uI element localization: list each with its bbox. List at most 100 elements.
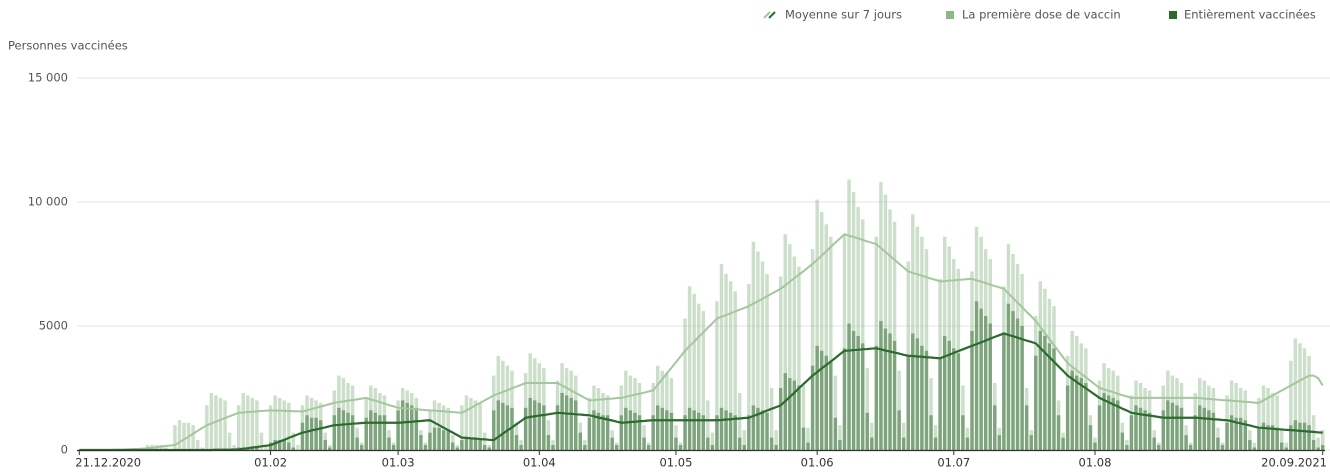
bar [478, 440, 482, 450]
bar [296, 445, 300, 450]
bar [473, 400, 478, 450]
bar [1170, 402, 1175, 450]
bar [865, 368, 869, 450]
bar [1307, 355, 1311, 450]
bar [551, 445, 555, 450]
bar [446, 430, 450, 450]
bar [355, 437, 359, 450]
bar [528, 397, 532, 450]
bar [833, 375, 838, 450]
bar [974, 301, 979, 450]
bar [819, 350, 824, 450]
bar [901, 437, 906, 450]
bar [838, 425, 842, 450]
bar [687, 286, 692, 450]
x-tick-label: 01.05 [659, 456, 692, 470]
bar [765, 273, 769, 450]
legend-label: Moyenne sur 7 jours [785, 8, 902, 22]
plot-area [77, 77, 1330, 452]
bar [318, 420, 323, 450]
bar [291, 447, 296, 450]
bar [1147, 412, 1152, 450]
bar [1279, 430, 1284, 450]
bar [1179, 407, 1184, 450]
bar [728, 281, 733, 450]
bar [464, 437, 469, 450]
bar [683, 415, 687, 450]
bar [860, 219, 865, 450]
bar [879, 182, 883, 450]
bar [1252, 447, 1257, 450]
bar [469, 397, 473, 450]
bar [1243, 420, 1248, 450]
bar [1152, 437, 1156, 450]
legend-label: Entièrement vaccinées [1184, 8, 1316, 22]
bar [742, 445, 747, 450]
bar [250, 447, 255, 450]
bar [879, 321, 883, 450]
bar [719, 264, 724, 450]
bar [888, 209, 892, 450]
bar [273, 395, 277, 450]
bar [1320, 445, 1325, 450]
legend-avg-icon [763, 11, 776, 19]
bar [492, 410, 496, 450]
bar [177, 420, 182, 450]
bar [478, 402, 482, 450]
bar [441, 430, 446, 450]
bar [569, 397, 573, 450]
bar [236, 405, 241, 450]
bar [801, 385, 806, 450]
bar [1079, 378, 1084, 450]
bar [819, 211, 824, 450]
bar [1006, 303, 1011, 450]
bar [405, 402, 409, 450]
bar [678, 445, 683, 450]
bar [164, 447, 168, 450]
bar [451, 442, 455, 450]
bar [378, 415, 382, 450]
bar [373, 412, 378, 450]
bar [514, 435, 519, 450]
bar [1293, 420, 1298, 450]
bar [396, 410, 400, 450]
bar [195, 440, 200, 450]
bar [369, 410, 373, 450]
bar [792, 380, 797, 450]
bar [883, 328, 888, 450]
bar [760, 410, 765, 450]
bar [464, 395, 469, 450]
bar [847, 323, 851, 450]
bar [628, 410, 633, 450]
bar [778, 276, 783, 450]
bar [1011, 311, 1015, 450]
bar [583, 445, 587, 450]
bar [287, 402, 291, 450]
bar [1261, 385, 1266, 450]
bar [929, 415, 933, 450]
bar [1157, 445, 1161, 450]
bar [851, 330, 856, 450]
bar [665, 410, 669, 450]
bar [783, 234, 787, 450]
bar [592, 410, 596, 450]
bar [537, 402, 542, 450]
average-line [79, 233, 1324, 451]
bar [323, 440, 327, 450]
bar [701, 415, 706, 450]
bar [551, 440, 555, 450]
bar [824, 355, 828, 450]
bar [410, 405, 414, 450]
bar [942, 335, 947, 450]
bar [1275, 395, 1279, 450]
bar [1065, 385, 1070, 450]
bar [715, 415, 719, 450]
bar [651, 415, 655, 450]
bar [496, 400, 501, 450]
bar [1084, 383, 1088, 450]
bar [737, 392, 742, 450]
bar [519, 445, 523, 450]
bar [610, 437, 614, 450]
bar [382, 415, 387, 450]
bar [364, 417, 368, 450]
